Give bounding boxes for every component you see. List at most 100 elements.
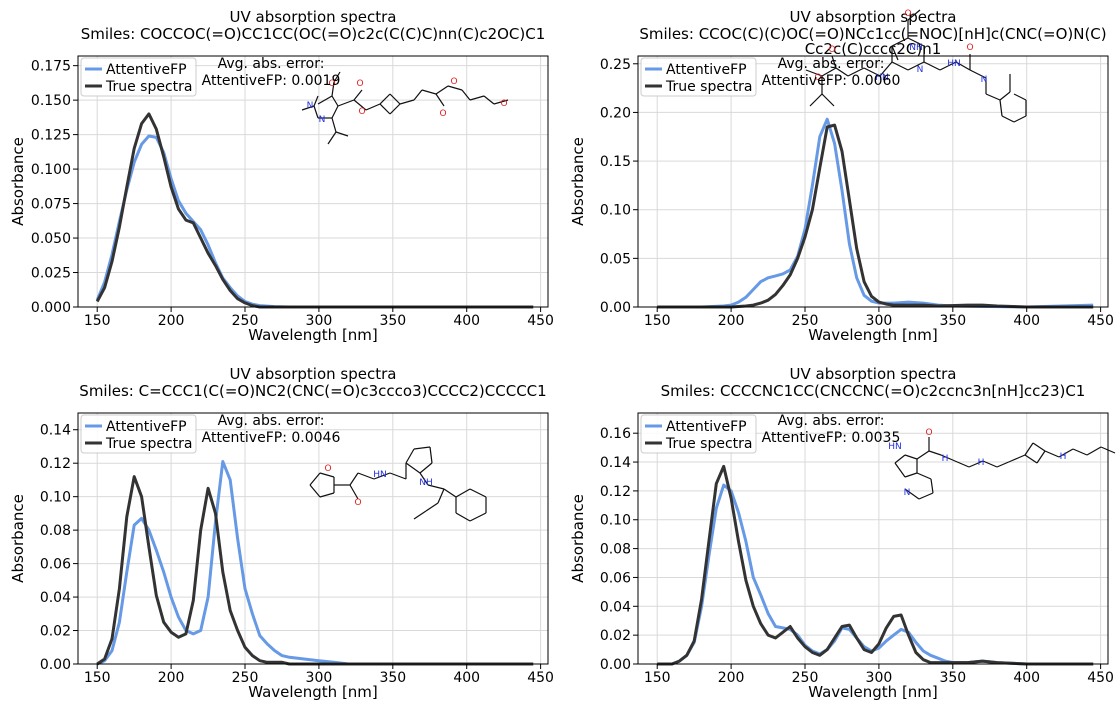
molecule-bond (831, 55, 837, 69)
molecule-bond (907, 9, 921, 21)
molecule-bond (319, 472, 335, 478)
molecule-bond (437, 488, 445, 504)
molecule-bond (1058, 448, 1074, 458)
molecule-atom: HN (875, 73, 889, 83)
legend-label: AttentiveFP (106, 419, 187, 435)
molecule-bond (894, 454, 906, 464)
x-tick-label: 400 (453, 313, 480, 329)
x-tick-label: 250 (232, 313, 259, 329)
molecule-bond (447, 85, 463, 91)
molecule-bond (461, 89, 471, 101)
series-line-true-spectra (95, 112, 534, 309)
molecule-atom: HN (373, 470, 387, 480)
legend-label: AttentiveFP (666, 62, 747, 78)
molecule-atom: H (1060, 452, 1067, 462)
molecule-atom: N (319, 115, 326, 125)
molecule-atom: O (925, 428, 932, 438)
x-tick-label: 250 (232, 670, 259, 686)
molecule-bond (923, 61, 941, 71)
y-tick-label: 0.000 (31, 300, 71, 316)
x-tick-label: 250 (792, 313, 819, 329)
molecule-bond (443, 488, 457, 498)
plot-frame (77, 412, 549, 665)
legend-label: True spectra (105, 79, 193, 95)
molecule-bond (313, 95, 319, 107)
molecule-bond (301, 105, 315, 111)
molecule-bond (996, 460, 1012, 468)
x-axis-label: Wavelength [nm] (808, 326, 938, 344)
molecule-bond (413, 446, 431, 450)
molecule-bond (1072, 448, 1088, 456)
y-tick-label: 0.20 (600, 105, 631, 121)
molecule-bond (331, 81, 335, 97)
y-tick-label: 0.025 (31, 266, 71, 282)
molecule-bond (405, 448, 415, 464)
legend-box (640, 57, 757, 97)
y-tick-label: 0.150 (31, 93, 71, 109)
molecule-bond (904, 472, 918, 478)
y-tick-label: 0.100 (31, 162, 71, 178)
smiles-label: Smiles: CCOC(C)(C)OC(=O)NCc1cc(=NOC)[nH]… (639, 25, 1106, 43)
series-line-attentivefp (95, 134, 534, 309)
series-line-true-spectra (657, 464, 1094, 666)
molecule-bond (847, 67, 865, 77)
molecule-bond (1024, 442, 1034, 456)
x-tick-label: 150 (84, 313, 111, 329)
molecule-bond (379, 103, 391, 115)
molecule-atom: N (917, 65, 924, 75)
molecule-bond (331, 105, 339, 119)
legend-box (80, 57, 197, 97)
molecule-bond (333, 71, 341, 83)
molecule-bond (389, 472, 407, 480)
molecule-bond (349, 484, 359, 500)
molecule-bond (809, 93, 823, 107)
molecule-atom: O (450, 77, 457, 87)
molecule-bond (916, 450, 930, 460)
molecule-bond (399, 99, 415, 105)
molecule-bond (419, 472, 429, 486)
molecule-bond (365, 103, 381, 111)
chart-panel-1: UV absorption spectra Smiles: COCCOC(=O)C… (0, 0, 560, 356)
molecule-bond (455, 488, 471, 498)
legend-label: AttentiveFP (106, 62, 187, 78)
y-tick-label: 0.02 (600, 628, 631, 644)
x-tick-label: 250 (792, 670, 819, 686)
molecule-bond (904, 488, 920, 500)
molecule-bond (1024, 454, 1038, 464)
molecule-bond (1013, 115, 1027, 123)
series-line-true-spectra (657, 123, 1094, 309)
y-tick-label: 0.00 (40, 657, 71, 673)
molecule-bond (353, 99, 367, 111)
y-tick-label: 0.10 (40, 490, 71, 506)
molecule-bond (389, 103, 401, 115)
y-tick-label: 0.04 (40, 590, 71, 606)
y-tick-label: 0.14 (40, 423, 71, 439)
x-tick-label: 350 (379, 313, 406, 329)
x-tick-label: 200 (718, 313, 745, 329)
x-axis-label: Wavelength [nm] (248, 683, 378, 701)
y-tick-label: 0.25 (600, 57, 631, 73)
molecule-bond (904, 454, 918, 460)
molecule-bond (331, 117, 337, 133)
molecule-bond (421, 89, 437, 95)
x-tick-label: 350 (939, 313, 966, 329)
x-tick-label: 200 (158, 670, 185, 686)
molecule-bond (805, 69, 823, 77)
y-tick-label: 0.15 (600, 154, 631, 170)
molecule-bond (1001, 115, 1015, 123)
y-axis-label: Absorbance (9, 137, 27, 226)
legend-box (80, 414, 197, 454)
smiles-label: Smiles: C=CCC1(C(=O)NC2(CNC(=O)c3ccco3)C… (79, 382, 546, 400)
molecule-bond (493, 99, 509, 105)
molecule-structure: HN N O H H H (888, 428, 1116, 500)
molecule-structure: O O O O O O NN (301, 71, 509, 145)
legend-label: True spectra (105, 436, 193, 452)
molecule-bond (955, 61, 971, 71)
y-tick-label: 0.00 (600, 657, 631, 673)
molecule-atom: O (358, 107, 365, 117)
molecule-bond (821, 67, 837, 77)
